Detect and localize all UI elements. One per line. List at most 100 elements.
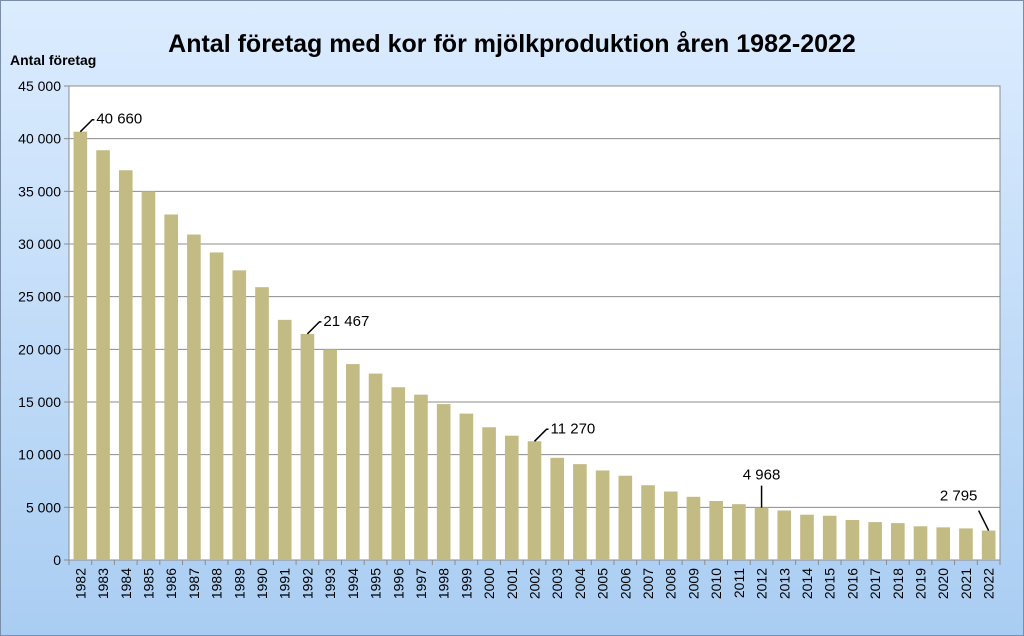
x-tick-label: 2012	[754, 568, 770, 599]
bar	[595, 470, 610, 560]
y-tick-label: 35 000	[18, 183, 61, 199]
x-tick-label: 2002	[527, 568, 543, 599]
x-tick-label: 1984	[118, 568, 134, 599]
bar	[232, 270, 247, 560]
bar	[641, 485, 655, 560]
y-tick-label: 5 000	[26, 499, 61, 515]
bar	[482, 427, 496, 560]
y-tick-label: 40 000	[18, 131, 61, 147]
bar	[981, 530, 996, 560]
bar	[73, 131, 88, 560]
y-axis-ticks: 0 5 000 10 000 15 000 20 000 25 000 30 000 35 0…	[18, 78, 69, 568]
x-tick-label: 1990	[254, 568, 270, 599]
data-label: 2 795	[940, 488, 978, 505]
x-tick-label: 2013	[776, 568, 792, 599]
x-tick-label: 1983	[95, 568, 111, 599]
x-tick-label: 2016	[844, 568, 860, 599]
x-tick-label: 1996	[390, 568, 406, 599]
data-label: 21 467	[323, 313, 369, 330]
bar	[891, 523, 905, 560]
x-tick-label: 2001	[504, 568, 520, 599]
data-label-leader	[977, 510, 990, 531]
bars	[73, 131, 996, 561]
x-tick-label: 2011	[731, 568, 747, 598]
x-tick-label: 1989	[231, 568, 247, 599]
x-tick-label: 1991	[277, 568, 293, 599]
x-tick-label: 1982	[72, 568, 88, 599]
bar	[845, 519, 860, 560]
x-tick-label: 2003	[549, 568, 565, 599]
chart-title: Antal företag med kor för mjölkproduktio…	[168, 30, 856, 58]
x-tick-label: 2006	[617, 568, 633, 599]
x-tick-label: 2010	[708, 568, 724, 599]
bar	[164, 214, 178, 561]
data-labels: 40 660 21 467 11 270 4 968 2 795	[79, 111, 990, 531]
data-label-leader	[306, 321, 322, 335]
bar	[550, 457, 565, 560]
bar	[618, 475, 633, 560]
x-tick-label: 2022	[981, 568, 997, 599]
x-axis-ticks: 1982 1983 1984 1985 1986 1987 1988 1989 1990 1991…	[68, 560, 1001, 599]
x-tick-label: 2007	[640, 568, 656, 599]
x-tick-label: 2015	[822, 568, 838, 599]
bar	[754, 507, 769, 560]
bar	[777, 510, 792, 560]
bar	[368, 373, 383, 560]
data-label: 4 968	[743, 467, 781, 484]
bar	[459, 413, 474, 560]
y-tick-label: 0	[53, 552, 61, 568]
x-tick-label: 1994	[345, 568, 361, 599]
bar	[913, 526, 928, 560]
bar	[800, 514, 814, 560]
bar	[209, 252, 224, 560]
bar	[414, 394, 428, 560]
bar	[504, 435, 519, 560]
bar	[323, 349, 337, 560]
x-tick-label: 2000	[481, 568, 497, 599]
x-tick-label: 2017	[867, 568, 883, 599]
y-tick-label: 15 000	[18, 394, 61, 410]
data-label: 40 660	[96, 111, 142, 128]
x-tick-label: 1997	[413, 568, 429, 599]
y-tick-label: 45 000	[18, 78, 61, 94]
bar	[686, 496, 701, 560]
bar	[96, 150, 110, 560]
bar	[141, 191, 156, 561]
bar	[187, 234, 201, 560]
bar	[573, 464, 587, 560]
data-label-leader	[533, 428, 549, 442]
x-tick-label: 2004	[572, 568, 588, 599]
x-tick-label: 2018	[890, 568, 906, 599]
bar	[300, 333, 315, 560]
bar	[709, 501, 723, 560]
y-tick-label: 20 000	[18, 341, 61, 357]
bar	[277, 319, 292, 560]
bar	[118, 170, 133, 560]
bar	[868, 522, 882, 560]
x-tick-label: 2019	[913, 568, 929, 599]
bar	[255, 287, 269, 560]
data-label: 11 270	[551, 420, 596, 437]
bar	[436, 404, 451, 560]
bar	[663, 491, 678, 560]
x-tick-label: 1995	[368, 568, 384, 599]
x-tick-label: 2020	[935, 568, 951, 599]
x-tick-label: 1986	[163, 568, 179, 599]
y-axis-label: Antal företag	[10, 52, 97, 68]
y-tick-label: 30 000	[18, 236, 61, 252]
bar	[959, 528, 973, 560]
x-tick-label: 1988	[209, 568, 225, 599]
bar	[732, 504, 746, 560]
y-tick-label: 10 000	[18, 447, 61, 463]
x-tick-label: 2014	[799, 568, 815, 599]
x-tick-label: 1987	[186, 568, 202, 599]
bar	[822, 515, 837, 560]
x-tick-label: 2008	[663, 568, 679, 599]
x-tick-label: 1993	[322, 568, 338, 599]
x-tick-label: 2005	[595, 568, 611, 599]
bar	[936, 527, 951, 560]
bar	[391, 387, 406, 560]
x-tick-label: 2009	[685, 568, 701, 599]
x-tick-label: 1985	[140, 568, 156, 599]
